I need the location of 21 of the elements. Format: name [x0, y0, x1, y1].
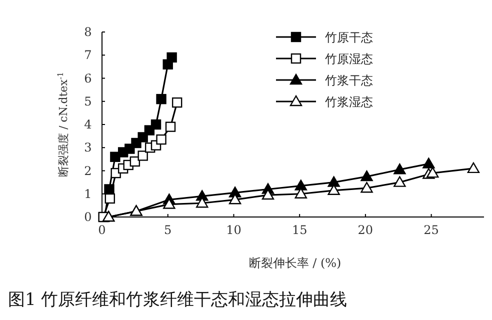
- y-tick-label: 6: [84, 71, 92, 86]
- x-axis-title: 断裂伸长率 / (%): [248, 256, 342, 270]
- y-tick-label: 1: [84, 186, 92, 201]
- y-tick-label: 2: [84, 164, 92, 178]
- caption: 图1 竹原纤维和竹浆纤维干态和湿态拉伸曲线: [8, 290, 348, 310]
- legend-label: 竹原湿态: [325, 52, 373, 66]
- y-tick-label: 5: [84, 94, 92, 108]
- x-tick-label: 5: [164, 223, 172, 237]
- y-tick-label: 3: [84, 140, 92, 155]
- y-tick-label: 0: [84, 210, 92, 224]
- legend-label: 竹浆干态: [325, 74, 373, 88]
- x-tick-label: 0: [98, 223, 106, 237]
- y-tick-label: 4: [84, 118, 92, 132]
- legend-label: 竹浆湿态: [325, 95, 373, 109]
- x-tick-label: 20: [358, 223, 374, 237]
- x-tick-label: 10: [226, 223, 242, 237]
- x-tick-label: 25: [424, 223, 439, 237]
- y-tick-label: 8: [84, 25, 92, 39]
- y-tick-label: 7: [84, 48, 92, 62]
- legend-label: 竹原干态: [325, 30, 373, 44]
- x-tick-label: 15: [292, 223, 308, 237]
